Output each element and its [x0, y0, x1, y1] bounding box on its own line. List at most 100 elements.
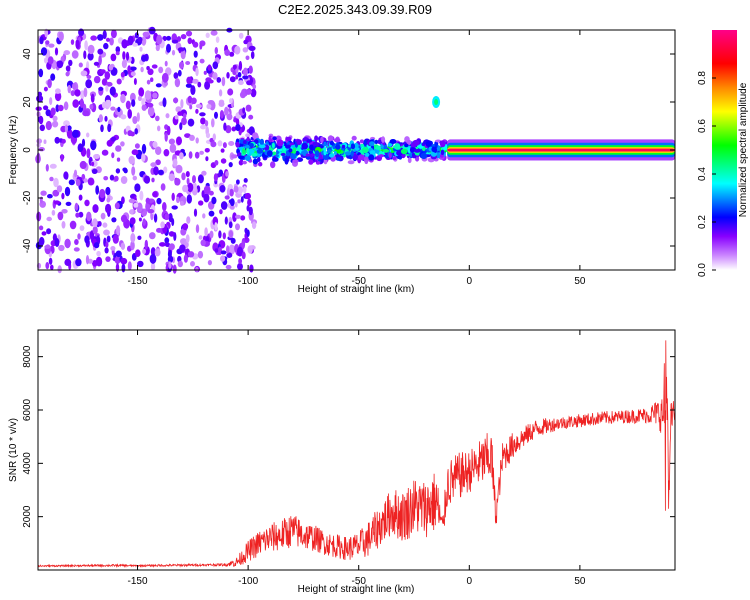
heatmap-cell: [272, 136, 277, 141]
heatmap-cell: [100, 124, 104, 133]
heatmap-cell: [296, 139, 303, 146]
heatmap-cell: [86, 148, 91, 159]
heatmap-cell: [333, 150, 337, 156]
heatmap-cell: [61, 192, 65, 200]
colorbar-gradient: [712, 30, 737, 270]
heatmap-cell: [174, 178, 181, 186]
heatmap-cell: [144, 90, 152, 100]
heatmap-cell: [186, 216, 191, 224]
heatmap-cell: [187, 37, 193, 45]
heatmap-cell: [364, 152, 370, 157]
heatmap-cell: [109, 37, 114, 46]
heatmap-cell: [210, 141, 217, 148]
heatmap-cell: [74, 202, 79, 211]
heatmap-cell: [211, 118, 215, 128]
heatmap-cell: [72, 129, 79, 138]
heatmap-cell: [241, 240, 246, 249]
heatmap-cell: [246, 80, 253, 86]
heatmap-cell: [248, 126, 255, 136]
heatmap-cell: [175, 164, 183, 174]
heatmap-cell: [171, 39, 179, 44]
heatmap-cell: [54, 136, 60, 144]
heatmap-cell: [226, 72, 230, 79]
heatmap-cell: [74, 89, 81, 97]
heatmap-cell: [376, 139, 383, 144]
heatmap-cell: [248, 206, 253, 216]
heatmap-cell: [238, 159, 244, 166]
heatmap-cell: [229, 51, 235, 57]
heatmap-cell: [246, 147, 250, 155]
heatmap-cell: [122, 51, 126, 60]
heatmap-cell: [139, 190, 144, 201]
heatmap-cell: [218, 89, 223, 97]
y-tick-label: 2000: [22, 505, 33, 528]
heatmap-cell: [193, 50, 198, 58]
heatmap-cell: [97, 48, 104, 55]
heatmap-cell: [254, 139, 259, 144]
heatmap-cell: [146, 79, 151, 85]
heatmap-cell: [77, 143, 84, 153]
heatmap-cell: [250, 51, 255, 60]
heatmap-cell: [103, 176, 109, 181]
heatmap-cell: [72, 82, 77, 90]
heatmap-cell: [187, 182, 194, 193]
heatmap-cell: [97, 34, 104, 41]
heatmap-cell: [297, 145, 301, 151]
heatmap-cell: [57, 211, 64, 221]
heatmap-cell: [79, 98, 84, 108]
heatmap-cell: [90, 93, 95, 103]
heatmap-cell: [83, 178, 88, 183]
heatmap-cell: [252, 158, 259, 165]
heatmap-cell: [228, 162, 233, 168]
heatmap-cell: [43, 57, 49, 64]
heatmap-cell: [44, 28, 48, 38]
heatmap-cell: [203, 70, 207, 75]
heatmap-cell: [213, 181, 219, 188]
heatmap-cell: [50, 264, 54, 270]
heatmap-cell: [182, 184, 189, 193]
heatmap-cell: [157, 169, 164, 176]
heatmap-cell: [242, 148, 246, 154]
heatmap-cell: [36, 111, 41, 118]
heatmap-cell: [308, 159, 314, 165]
heatmap-cell: [245, 55, 250, 61]
heatmap-cell: [55, 88, 61, 94]
heatmap-cell: [135, 249, 141, 257]
y-tick-label: 0: [22, 147, 33, 153]
heatmap-cell: [222, 232, 226, 240]
heatmap-cell: [238, 155, 245, 160]
heatmap-cell: [160, 183, 166, 191]
heatmap-cell: [63, 101, 69, 111]
heatmap-cell: [110, 29, 117, 39]
heatmap-cell: [101, 101, 107, 109]
heatmap-cell: [187, 118, 195, 127]
heatmap-cell: [156, 227, 163, 233]
heatmap-cell: [333, 138, 341, 143]
heatmap-cell: [360, 143, 365, 148]
figure-title: C2E2.2025.343.09.39.R09: [278, 2, 432, 17]
heatmap-cell: [200, 117, 206, 125]
heatmap-cell: [43, 105, 49, 111]
heatmap-cell: [151, 177, 155, 183]
heatmap-cell: [217, 246, 222, 256]
heatmap-cell: [229, 98, 233, 104]
heatmap-cell: [63, 120, 70, 127]
heatmap-cell: [323, 141, 327, 147]
heatmap-cell: [134, 183, 141, 192]
heatmap-cell: [230, 154, 238, 159]
heatmap-cell: [407, 157, 412, 164]
heatmap-cell: [66, 129, 73, 139]
heatmap-cell: [174, 78, 181, 88]
heatmap-cell: [248, 65, 253, 74]
x-tick-label: -100: [238, 276, 258, 287]
heatmap-cell: [166, 125, 171, 136]
heatmap-cell: [116, 157, 121, 162]
heatmap-cell: [155, 115, 160, 122]
heatmap-cell: [141, 98, 145, 107]
heatmap-cell: [83, 50, 87, 60]
heatmap-cell: [81, 138, 86, 147]
heatmap-cell: [177, 260, 183, 268]
heatmap-cell: [185, 30, 193, 37]
heatmap-cell: [192, 78, 199, 84]
heatmap-cell: [78, 194, 83, 201]
